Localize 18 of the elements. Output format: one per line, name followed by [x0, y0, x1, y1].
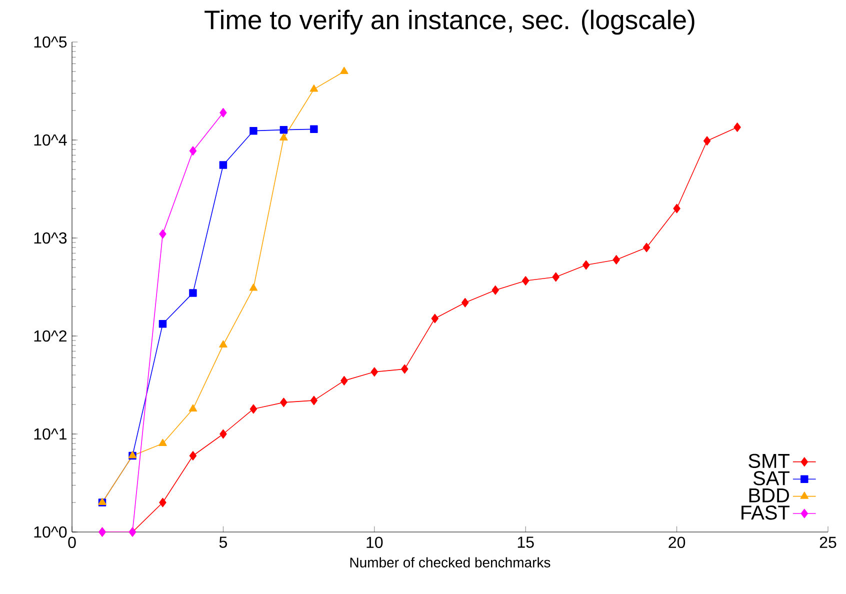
y-tick-label: 10^2: [34, 330, 66, 342]
x-tick-label: 20: [668, 536, 686, 548]
x-tick-label: 15: [518, 536, 534, 548]
legend-label: SMT: [748, 454, 790, 468]
x-axis-title: Number of checked benchmarks: [350, 557, 550, 568]
y-tick-label: 10^5: [34, 36, 67, 48]
legend-label: FAST: [742, 506, 790, 520]
chart-title: Time to verify an instance, sec. (logscale): [204, 10, 694, 35]
y-tick-label: 10^3: [34, 232, 67, 244]
y-tick-label: 10^4: [34, 134, 67, 146]
x-tick-label: 0: [68, 536, 76, 548]
x-tick-label: 10: [366, 536, 383, 548]
x-tick-label: 5: [219, 536, 227, 548]
legend-label: BDD: [749, 488, 789, 502]
y-tick-label: 10^0: [34, 526, 67, 538]
x-tick-label: 25: [820, 536, 836, 548]
legend-label: SAT: [753, 471, 790, 486]
y-tick-label: 10^1: [34, 428, 66, 440]
